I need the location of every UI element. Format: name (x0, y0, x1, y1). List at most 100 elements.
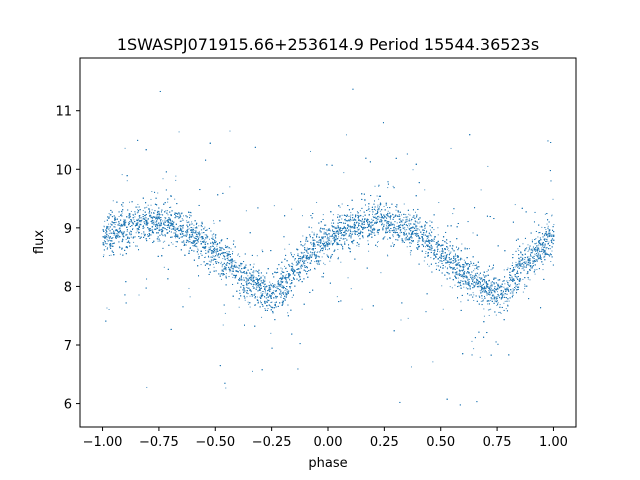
data-point (322, 238, 324, 240)
data-point (343, 225, 345, 227)
data-point (284, 289, 286, 291)
data-point (314, 261, 316, 263)
data-point (234, 264, 236, 266)
data-point (387, 238, 389, 240)
data-point (187, 241, 189, 243)
data-point (492, 294, 494, 296)
data-point (414, 234, 416, 236)
data-point (225, 275, 227, 277)
data-point (249, 289, 251, 291)
data-point (167, 201, 169, 203)
data-point (353, 219, 355, 221)
data-point (330, 240, 332, 242)
data-point (132, 227, 134, 229)
data-point (543, 257, 545, 259)
data-point (384, 219, 386, 221)
data-point (467, 283, 469, 285)
data-point (160, 220, 162, 222)
data-point (130, 230, 132, 232)
data-point (325, 224, 327, 226)
data-point (186, 234, 188, 236)
data-point (530, 252, 532, 254)
data-point (146, 386, 148, 388)
data-point (232, 276, 234, 278)
data-point (323, 253, 325, 255)
data-point (198, 225, 200, 227)
data-point (524, 283, 526, 285)
data-point (266, 299, 268, 301)
data-point (422, 234, 424, 236)
data-point (487, 309, 489, 311)
data-point (311, 248, 313, 250)
data-point (211, 253, 213, 255)
data-point (228, 262, 230, 264)
data-point (240, 263, 242, 265)
data-point (187, 231, 189, 233)
data-point (273, 304, 275, 306)
data-point (499, 311, 501, 313)
data-point (544, 256, 546, 258)
data-point (408, 232, 410, 234)
data-point (154, 221, 156, 223)
data-point (190, 247, 191, 249)
data-point (152, 218, 154, 220)
data-point (261, 249, 263, 251)
data-point (284, 268, 286, 270)
data-point (231, 261, 233, 263)
data-point (125, 238, 127, 240)
data-point (272, 287, 274, 289)
data-point (176, 234, 178, 236)
data-point (347, 226, 349, 228)
data-point (387, 213, 389, 215)
data-point (200, 229, 202, 231)
data-point (507, 267, 509, 269)
data-point (190, 212, 192, 214)
data-point (143, 233, 145, 235)
data-point (474, 268, 476, 270)
data-point (277, 279, 279, 281)
data-point (345, 218, 347, 220)
data-point (514, 275, 516, 277)
data-point (326, 238, 328, 240)
data-point (216, 255, 218, 257)
data-point (200, 237, 202, 239)
data-point (473, 278, 475, 280)
data-point (447, 267, 449, 269)
data-point (400, 319, 402, 321)
data-point (345, 234, 347, 236)
data-point (222, 258, 224, 260)
data-point (522, 243, 524, 245)
data-point (245, 210, 247, 212)
data-point (494, 292, 496, 294)
data-point (162, 178, 164, 180)
data-point (230, 248, 232, 250)
data-point (419, 226, 421, 228)
data-point (196, 232, 198, 234)
data-point (317, 263, 319, 265)
data-point (392, 185, 394, 187)
data-point (126, 241, 128, 243)
data-point (124, 219, 126, 221)
data-point (435, 243, 437, 245)
data-point (525, 265, 527, 267)
data-point (188, 241, 190, 243)
data-point (503, 302, 505, 304)
data-point (262, 275, 264, 277)
data-point (426, 238, 428, 240)
data-point (415, 225, 417, 227)
data-point (114, 223, 116, 225)
data-point (222, 324, 224, 326)
data-point (435, 253, 437, 255)
data-point (387, 255, 389, 257)
data-point (220, 278, 222, 280)
data-point (356, 245, 358, 247)
data-point (446, 268, 448, 270)
data-point (283, 285, 285, 287)
data-point (237, 253, 239, 255)
data-point (395, 209, 397, 211)
data-point (179, 220, 181, 222)
data-point (179, 214, 181, 216)
data-point (170, 242, 172, 244)
data-point (378, 198, 380, 200)
data-point (251, 271, 253, 273)
